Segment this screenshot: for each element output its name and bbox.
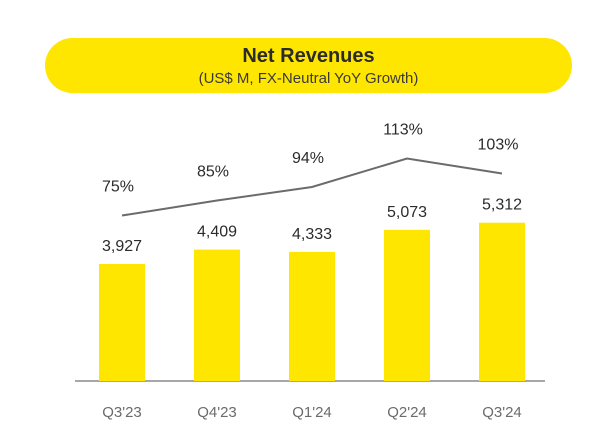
- bar-value-label: 4,333: [292, 226, 332, 243]
- chart-title-banner: Net Revenues (US$ M, FX-Neutral YoY Grow…: [45, 38, 572, 93]
- bar-Q1'24: [289, 251, 335, 381]
- bar-value-label: 5,312: [482, 197, 522, 214]
- yoy-growth-line: [121, 157, 503, 217]
- x-tick-label: Q4'23: [197, 404, 237, 421]
- bar-Q4'23: [194, 249, 240, 381]
- growth-label: 113%: [383, 122, 423, 139]
- growth-label: 85%: [197, 164, 229, 181]
- bar-Q3'24: [479, 222, 525, 381]
- x-tick-label: Q3'23: [102, 404, 142, 421]
- x-tick-label: Q2'24: [387, 404, 427, 421]
- bar-value-label: 5,073: [387, 204, 427, 221]
- x-tick-label: Q1'24: [292, 404, 332, 421]
- chart-title: Net Revenues: [242, 45, 375, 67]
- growth-label: 103%: [478, 137, 519, 154]
- chart-subtitle: (US$ M, FX-Neutral YoY Growth): [198, 70, 419, 87]
- bar-value-label: 3,927: [102, 238, 142, 255]
- bar-Q3'23: [99, 263, 145, 381]
- growth-label: 94%: [292, 150, 324, 167]
- x-tick-label: Q3'24: [482, 404, 522, 421]
- growth-label: 75%: [102, 179, 134, 196]
- bar-value-label: 4,409: [197, 224, 237, 241]
- bar-Q2'24: [384, 229, 430, 381]
